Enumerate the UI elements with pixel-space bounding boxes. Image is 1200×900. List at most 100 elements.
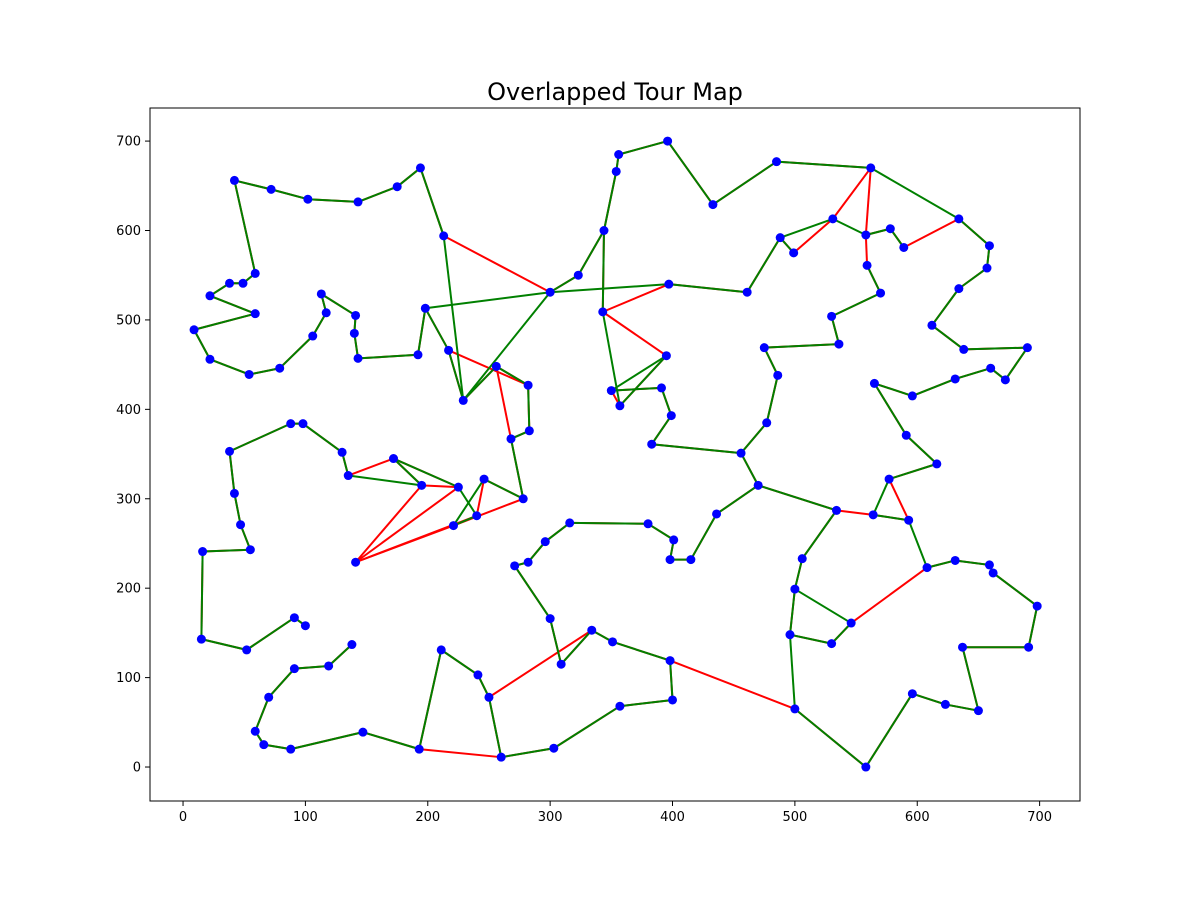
- city-point: [775, 233, 785, 243]
- city-points: [189, 136, 1042, 772]
- tour-b-edge: [396, 167, 422, 188]
- y-axis: 0 100 200 300 400 500 600 700: [116, 135, 150, 776]
- tour-b-edge: [926, 559, 956, 569]
- tour-b-edge: [279, 335, 314, 369]
- tour-b-edge: [248, 367, 280, 376]
- tour-b-edge: [233, 493, 242, 525]
- tour-b-edge: [327, 643, 353, 667]
- tour-b-edge: [931, 324, 965, 351]
- y-tick-label: 400: [116, 403, 141, 418]
- tour-b-edge: [228, 451, 236, 494]
- tour-b-edge: [513, 565, 551, 620]
- tour-a-edge: [354, 484, 423, 563]
- city-point: [225, 278, 235, 288]
- city-point: [643, 519, 653, 529]
- tour-b-edge: [992, 572, 1038, 607]
- city-point: [907, 391, 917, 401]
- tour-b-edge: [872, 478, 891, 516]
- city-point: [904, 515, 914, 525]
- tour-a-edge: [602, 311, 667, 357]
- city-point: [927, 320, 937, 330]
- tour-b-edge: [647, 522, 675, 541]
- y-tick-label: 500: [116, 313, 141, 328]
- tour-b-edge: [715, 484, 759, 515]
- tour-b-edge: [794, 588, 852, 624]
- tour-b-edge: [832, 217, 867, 236]
- tour-b-edge: [320, 293, 357, 317]
- tour-b-edge: [462, 365, 498, 402]
- tour-b-edge: [831, 292, 881, 318]
- city-point: [225, 446, 235, 456]
- city-point: [587, 625, 597, 635]
- city-point: [238, 278, 248, 288]
- city-point: [950, 374, 960, 384]
- city-point: [647, 439, 657, 449]
- tour-b-edge: [577, 230, 605, 276]
- tour-a-edge: [903, 217, 960, 249]
- city-point: [353, 353, 363, 363]
- city-point: [827, 311, 837, 321]
- tour-b-edge: [549, 618, 563, 665]
- tour-b-edge: [740, 452, 760, 486]
- city-point: [664, 279, 674, 289]
- city-point: [351, 557, 361, 567]
- tour-a-edge: [495, 366, 512, 440]
- city-point: [932, 459, 942, 469]
- tour-a-edge: [475, 478, 486, 516]
- city-point: [444, 345, 454, 355]
- city-point: [565, 518, 575, 528]
- city-point: [289, 664, 299, 674]
- city-point: [324, 661, 334, 671]
- tour-b-edge: [560, 629, 593, 665]
- tour-b-edge: [689, 513, 718, 561]
- tour-b-edge: [424, 307, 450, 351]
- city-point: [275, 363, 285, 373]
- tour-b-edge: [958, 267, 988, 290]
- tour-b-edge: [357, 353, 419, 360]
- city-point: [472, 511, 482, 521]
- city-point: [205, 291, 215, 301]
- x-tick-label: 300: [538, 810, 563, 825]
- city-point: [608, 637, 618, 647]
- tour-b-edge: [618, 140, 668, 156]
- tour-b-edge: [254, 696, 270, 732]
- city-point: [876, 288, 886, 298]
- tour-b-edge: [757, 484, 837, 512]
- tour-b-edge: [201, 638, 247, 651]
- chart-title: Overlapped Tour Map: [487, 78, 743, 106]
- tour-b-edge: [501, 747, 554, 759]
- tour-b-edge: [418, 649, 443, 750]
- city-point: [298, 419, 308, 429]
- tour-a-edge: [864, 167, 872, 236]
- city-point: [614, 149, 624, 159]
- city-point: [436, 645, 446, 655]
- tour-b-edge: [961, 646, 980, 711]
- city-point: [484, 692, 494, 702]
- city-point: [666, 411, 676, 421]
- city-point: [861, 762, 871, 772]
- tour-b-edge: [416, 308, 427, 355]
- tour-b-edge: [290, 731, 364, 751]
- tour-b-edge: [233, 180, 257, 274]
- city-point: [665, 656, 675, 666]
- tour-b-edge: [712, 160, 778, 206]
- city-point: [959, 344, 969, 354]
- city-point: [661, 351, 671, 361]
- city-point: [205, 354, 215, 364]
- city-point: [264, 692, 274, 702]
- city-point: [523, 557, 533, 567]
- tour-b-edge: [348, 474, 422, 487]
- city-point: [413, 350, 423, 360]
- tour-b-edge: [912, 692, 946, 706]
- tour-b-edge: [765, 375, 779, 423]
- city-point: [453, 482, 463, 492]
- x-tick-label: 0: [179, 810, 187, 825]
- city-point: [598, 307, 608, 317]
- tour-b-edge: [660, 387, 673, 416]
- city-point: [1032, 601, 1042, 611]
- tour-b-edge: [779, 217, 834, 239]
- tour-b-edge: [954, 367, 991, 380]
- tour-b-edge: [763, 347, 779, 376]
- tour-b-edge: [793, 558, 804, 590]
- city-point: [250, 268, 260, 278]
